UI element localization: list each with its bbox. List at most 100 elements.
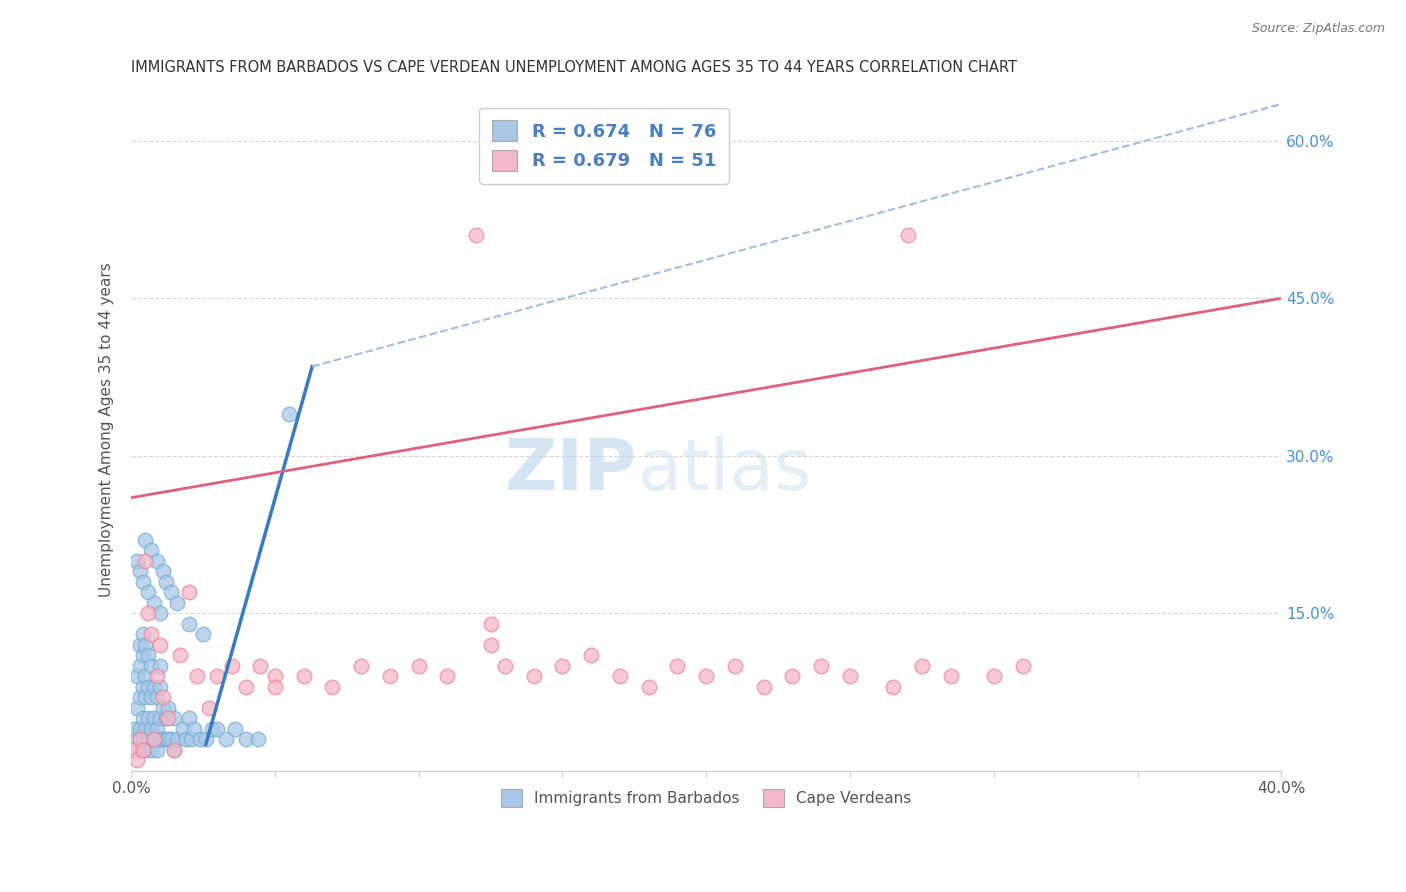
Point xyxy=(143,732,166,747)
Point xyxy=(128,732,150,747)
Point xyxy=(810,658,832,673)
Point xyxy=(207,669,229,683)
Point xyxy=(128,638,150,652)
Point xyxy=(146,742,169,756)
Point xyxy=(186,669,208,683)
Point xyxy=(141,627,163,641)
Point xyxy=(143,732,166,747)
Point xyxy=(166,596,188,610)
Point xyxy=(134,742,156,756)
Point xyxy=(263,680,285,694)
Point xyxy=(188,732,211,747)
Point xyxy=(465,228,488,243)
Point xyxy=(141,543,163,558)
Point xyxy=(131,648,153,663)
Point xyxy=(221,658,243,673)
Point xyxy=(160,585,183,599)
Point xyxy=(494,658,516,673)
Point xyxy=(163,711,186,725)
Point xyxy=(609,669,631,683)
Point xyxy=(939,669,962,683)
Point xyxy=(378,669,401,683)
Point xyxy=(163,742,186,756)
Point xyxy=(157,700,180,714)
Point xyxy=(149,680,172,694)
Point xyxy=(152,564,174,578)
Point xyxy=(125,732,148,747)
Point xyxy=(191,627,214,641)
Text: IMMIGRANTS FROM BARBADOS VS CAPE VERDEAN UNEMPLOYMENT AMONG AGES 35 TO 44 YEARS : IMMIGRANTS FROM BARBADOS VS CAPE VERDEAN… xyxy=(131,60,1017,75)
Point xyxy=(131,680,153,694)
Point xyxy=(177,585,200,599)
Point xyxy=(125,753,148,767)
Point xyxy=(136,680,159,694)
Point xyxy=(134,690,156,705)
Point xyxy=(752,680,775,694)
Point xyxy=(983,669,1005,683)
Point xyxy=(141,658,163,673)
Point xyxy=(695,669,717,683)
Point xyxy=(523,669,546,683)
Point xyxy=(782,669,804,683)
Legend: Immigrants from Barbados, Cape Verdeans: Immigrants from Barbados, Cape Verdeans xyxy=(494,781,920,814)
Point xyxy=(224,722,246,736)
Point xyxy=(149,711,172,725)
Point xyxy=(134,722,156,736)
Text: ZIP: ZIP xyxy=(505,436,637,505)
Point xyxy=(263,669,285,683)
Point xyxy=(141,722,163,736)
Point xyxy=(911,658,934,673)
Point xyxy=(350,658,373,673)
Point xyxy=(194,732,217,747)
Point xyxy=(128,658,150,673)
Point xyxy=(128,690,150,705)
Point xyxy=(155,732,177,747)
Point xyxy=(134,638,156,652)
Point xyxy=(896,228,918,243)
Point xyxy=(152,732,174,747)
Point xyxy=(882,680,904,694)
Point xyxy=(122,742,145,756)
Point xyxy=(146,554,169,568)
Point xyxy=(321,680,343,694)
Point xyxy=(166,732,188,747)
Point xyxy=(155,574,177,589)
Point xyxy=(131,711,153,725)
Point xyxy=(146,690,169,705)
Point xyxy=(134,669,156,683)
Point xyxy=(136,648,159,663)
Point xyxy=(408,658,430,673)
Point xyxy=(174,732,197,747)
Point xyxy=(183,722,205,736)
Point xyxy=(128,564,150,578)
Point xyxy=(436,669,458,683)
Point xyxy=(146,722,169,736)
Point xyxy=(724,658,747,673)
Point xyxy=(1011,658,1033,673)
Point xyxy=(143,680,166,694)
Point xyxy=(131,732,153,747)
Point xyxy=(177,711,200,725)
Point xyxy=(637,680,659,694)
Point xyxy=(197,700,219,714)
Point xyxy=(128,742,150,756)
Point xyxy=(479,616,502,631)
Point xyxy=(479,638,502,652)
Point xyxy=(125,700,148,714)
Point xyxy=(235,680,257,694)
Point xyxy=(157,711,180,725)
Point xyxy=(666,658,689,673)
Point xyxy=(149,638,172,652)
Point xyxy=(172,722,194,736)
Point xyxy=(246,732,269,747)
Point xyxy=(551,658,574,673)
Point xyxy=(155,711,177,725)
Point xyxy=(180,732,202,747)
Point xyxy=(292,669,315,683)
Point xyxy=(143,596,166,610)
Point xyxy=(249,658,271,673)
Point xyxy=(579,648,602,663)
Point xyxy=(131,742,153,756)
Point xyxy=(177,616,200,631)
Point xyxy=(136,606,159,620)
